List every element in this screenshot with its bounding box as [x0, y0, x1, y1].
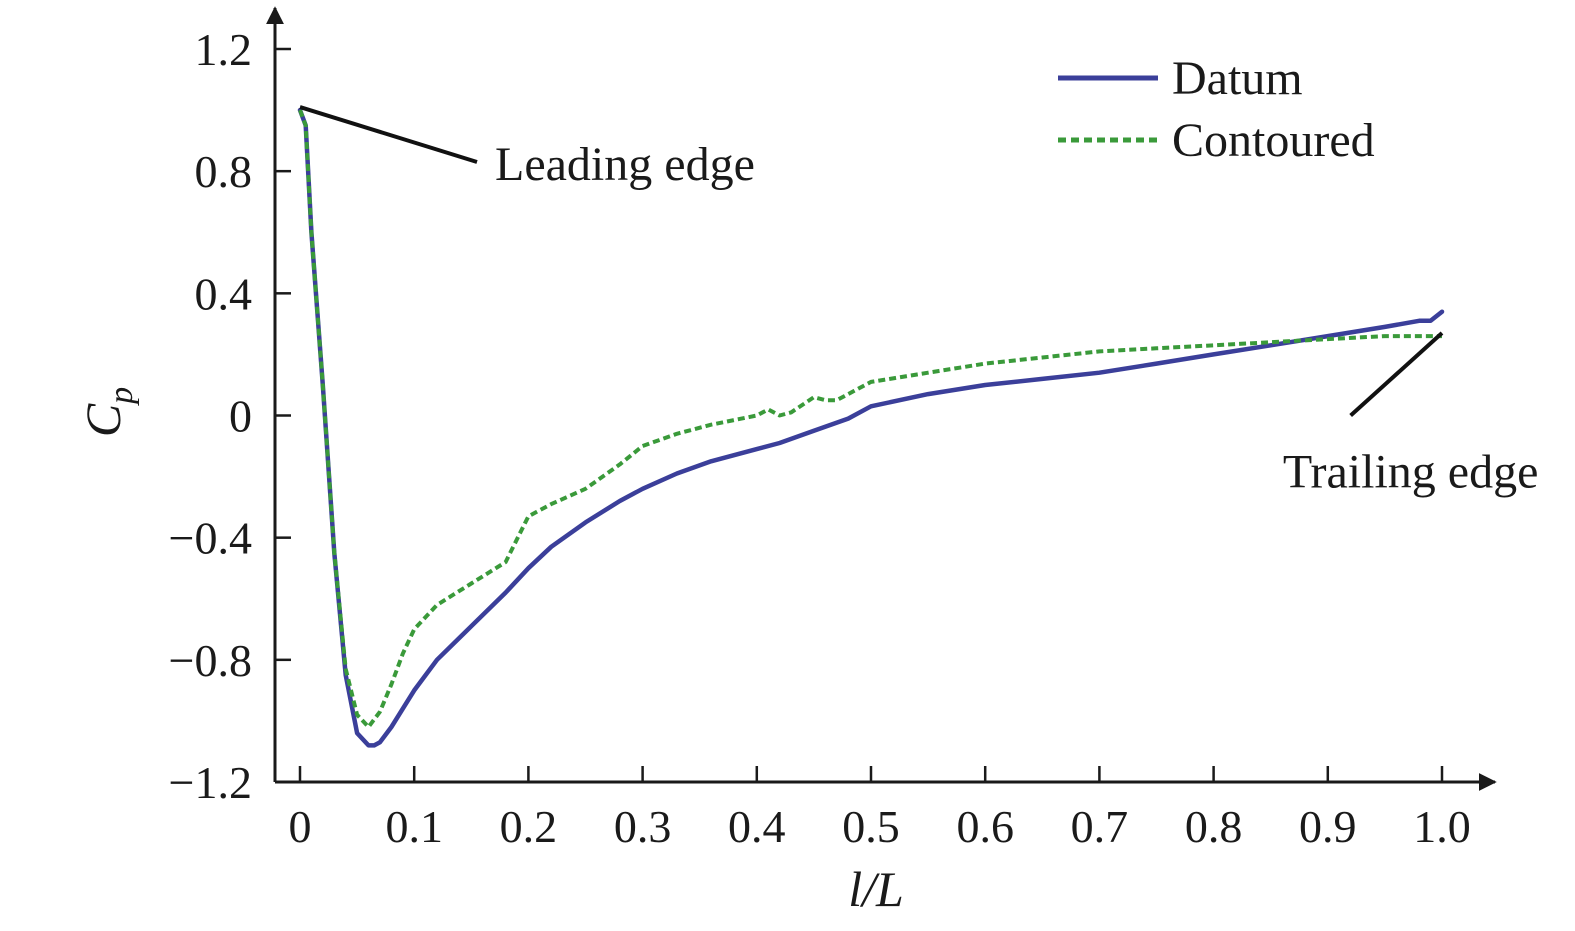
y-axis-label-main: C [75, 403, 131, 437]
annotation-leader-line [299, 105, 478, 164]
y-tick-label: 0.4 [195, 268, 253, 319]
x-tick-label: 0.9 [1299, 801, 1357, 852]
x-tick-label: 0 [289, 801, 312, 852]
legend-label-datum: Datum [1172, 52, 1303, 105]
annotation-leader-line [1349, 331, 1444, 417]
x-tick-label: 0.6 [956, 801, 1014, 852]
x-tick-label: 0.3 [614, 801, 672, 852]
x-axis-label: l/L [848, 861, 904, 917]
x-tick-label: 0.4 [728, 801, 786, 852]
annotation-label: Trailing edge [1283, 446, 1539, 499]
legend: Datum Contoured [1058, 52, 1375, 167]
annotation-label: Leading edge [495, 138, 755, 191]
y-tick-label: 1.2 [195, 24, 253, 75]
series-line-contoured [298, 109, 1442, 729]
y-tick-label: −0.4 [169, 513, 252, 564]
x-ticks: 0 0.1 0.2 0.3 0.4 0.5 0.6 0.7 0.8 0.9 1.0 [289, 766, 1471, 852]
y-tick-label: 0 [229, 391, 252, 442]
x-tick-label: 1.0 [1413, 801, 1471, 852]
x-tick-label: 0.1 [385, 801, 443, 852]
y-axis-label-sub: p [103, 387, 140, 406]
legend-label-contoured: Contoured [1172, 114, 1375, 167]
series-layer [297, 107, 1445, 748]
annotation-layer: Leading edge Trailing edge [299, 105, 1539, 499]
y-axis-label: Cp [75, 387, 140, 437]
x-tick-label: 0.2 [500, 801, 558, 852]
x-tick-label: 0.5 [842, 801, 900, 852]
series-line-datum [297, 107, 1445, 748]
y-tick-label: −0.8 [169, 635, 252, 686]
y-tick-label: −1.2 [169, 757, 252, 808]
x-tick-label: 0.8 [1185, 801, 1243, 852]
x-tick-label: 0.7 [1071, 801, 1129, 852]
y-tick-label: 0.8 [195, 146, 253, 197]
y-ticks: 1.2 0.8 0.4 0 −0.4 −0.8 −1.2 [169, 24, 291, 808]
